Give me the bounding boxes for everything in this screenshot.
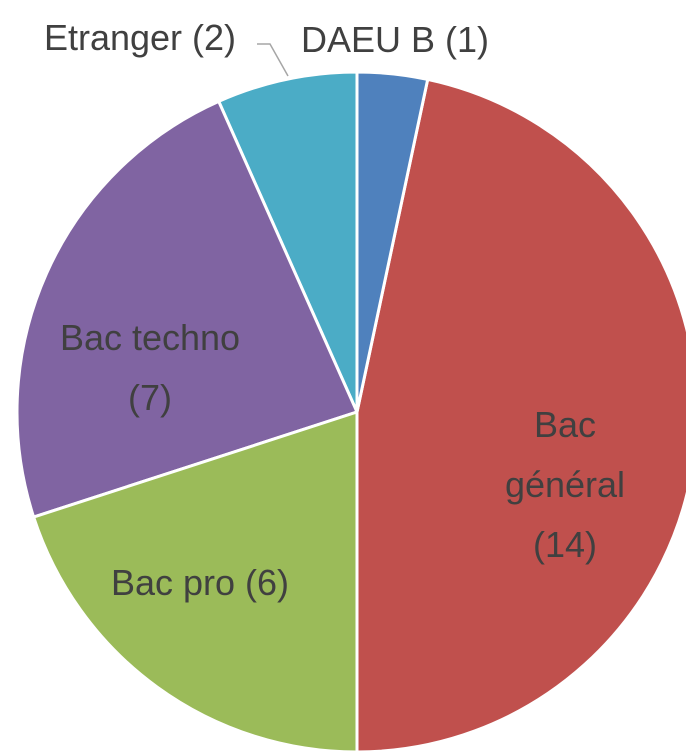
pie-slice	[31, 409, 359, 753]
pie-slice	[355, 77, 686, 753]
data-label: Bac pro (6)	[110, 562, 290, 603]
data-label: Bac général (14)	[504, 404, 626, 565]
pie-slice	[355, 70, 430, 413]
data-label: Bac techno (7)	[59, 317, 241, 418]
leader-line	[257, 43, 289, 77]
pie-slice	[15, 99, 360, 519]
data-label: DAEU B (1)	[300, 19, 490, 60]
pie-slice	[216, 70, 359, 413]
data-label: Etranger (2)	[43, 17, 237, 58]
